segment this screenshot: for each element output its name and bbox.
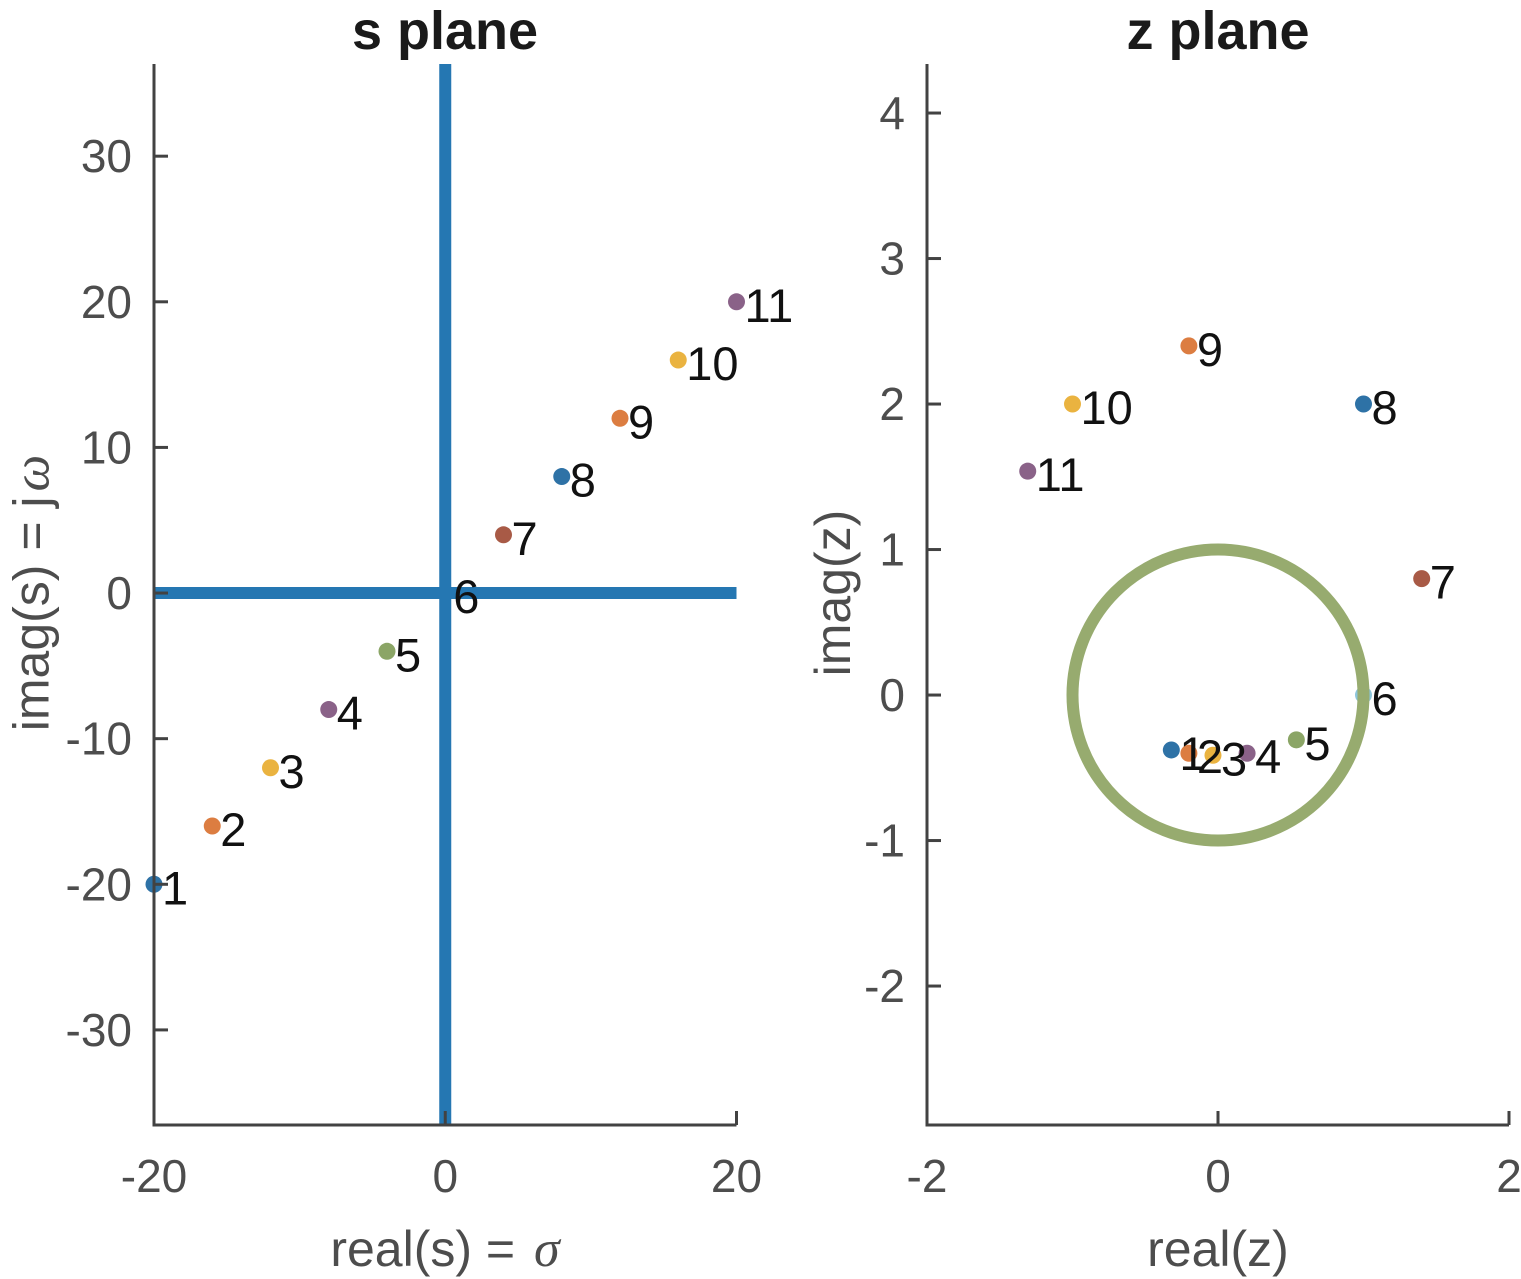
s-plane-ytick-label--10: -10 [66,713,132,765]
z-plane-point-2-marker [1180,744,1198,762]
z-plane-ytick-label--2: -2 [864,960,905,1012]
s-plane-title: s plane [351,1,539,61]
z-plane-point-4-marker [1238,744,1256,762]
s-plane-point-7-marker [495,526,512,544]
z-plane-point-6-label: 6 [1372,672,1398,725]
z-plane-ytick-label-1: 1 [879,524,905,576]
sigma-symbol: σ [534,1221,560,1278]
z-plane-xlabel: real(z) [1147,1220,1289,1278]
s-plane-point-4-marker [320,701,338,719]
z-plane-point-9-label: 9 [1197,323,1223,376]
z-plane-xtick-label-0: 0 [1205,1150,1231,1202]
z-plane-point-3-label: 3 [1221,732,1247,785]
s-plane-point-8-label: 8 [570,454,596,507]
s-plane-point-8-marker [553,468,571,486]
z-plane-ytick-label-2: 2 [879,378,905,430]
s-plane-ylabel: imag(s) = j ω [3,455,62,731]
omega-symbol: ω [3,454,61,492]
z-plane-point-11-marker [1019,462,1037,480]
s-plane-xtick-label--20: -20 [121,1150,187,1202]
s-plane-point-6-label: 6 [453,570,479,623]
z-plane-point-1-marker [1162,741,1180,759]
s-plane-point-10-marker [669,351,687,369]
s-plane-ytick-label-20: 20 [81,276,132,328]
s-plane-point-4-label: 4 [337,687,363,740]
s-plane-point-11-marker [728,293,745,311]
s-plane-ytick-label-10: 10 [81,421,132,473]
s-plane-point-3-label: 3 [279,745,305,798]
s-plane-point-5-label: 5 [395,628,421,681]
z-plane-point-10-marker [1064,395,1081,413]
z-plane-xtick-label--2: -2 [907,1150,948,1202]
z-plane-xlabel-text: real(z) [1147,1221,1289,1277]
z-plane-point-8-marker [1355,395,1372,413]
s-plane-xlabel: real(s) = σ [330,1220,559,1279]
z-plane-ytick-label-0: 0 [879,669,905,721]
s-plane-point-7-label: 7 [512,512,538,565]
s-plane-ytick-label-0: 0 [106,567,132,619]
s-plane-ytick-label--20: -20 [66,858,132,910]
z-plane-point-11-label: 11 [1036,448,1085,501]
z-plane-point-10-label: 10 [1081,381,1133,434]
s-plane-xtick-label-20: 20 [711,1150,762,1202]
z-plane-point-1-label: 1 [1179,727,1205,780]
s-plane-point-2-label: 2 [220,803,246,856]
z-plane-ylabel-text: imag(z) [805,509,861,677]
s-plane-ylabel-text: imag(s) = j [3,496,60,732]
z-plane-point-5-marker [1287,731,1305,749]
z-plane-axis-spines [925,64,1509,1127]
s-plane-point-1-label: 1 [162,861,188,914]
s-plane-point-3-marker [262,759,279,777]
s-plane-ytick-label--30: -30 [66,1004,132,1056]
s-plane-point-9-label: 9 [628,395,654,448]
z-plane-point-4-label: 4 [1255,730,1281,783]
z-plane-point-7-label: 7 [1430,556,1456,609]
z-plane-ytick-label--1: -1 [864,815,905,867]
z-plane-point-2-label: 2 [1197,730,1223,783]
z-plane-point-9-marker [1180,337,1198,355]
z-plane-title: z plane [1126,1,1310,61]
z-plane-point-5-label: 5 [1304,717,1330,770]
z-plane-ylabel: imag(z) [804,510,862,677]
s-plane-point-2-marker [203,817,221,835]
s-plane-point-11-label: 11 [745,279,794,332]
s-plane-xlabel-text: real(s) = [330,1221,530,1277]
s-plane-point-10-label: 10 [686,337,738,390]
s-plane-point-9-marker [611,409,629,427]
z-plane-xtick-label-2: 2 [1496,1150,1521,1202]
z-plane-unit-circle [1066,543,1370,847]
z-plane-ytick-label-4: 4 [879,87,905,139]
s-plane-xtick-label-0: 0 [432,1150,458,1202]
z-plane-point-7-marker [1413,570,1431,588]
z-plane-point-8-label: 8 [1372,381,1398,434]
s-plane-point-5-marker [378,642,396,660]
z-plane-ytick-label-3: 3 [879,233,905,285]
z-plane-point-3-marker [1204,746,1222,764]
s-plane-ytick-label-30: 30 [81,130,132,182]
